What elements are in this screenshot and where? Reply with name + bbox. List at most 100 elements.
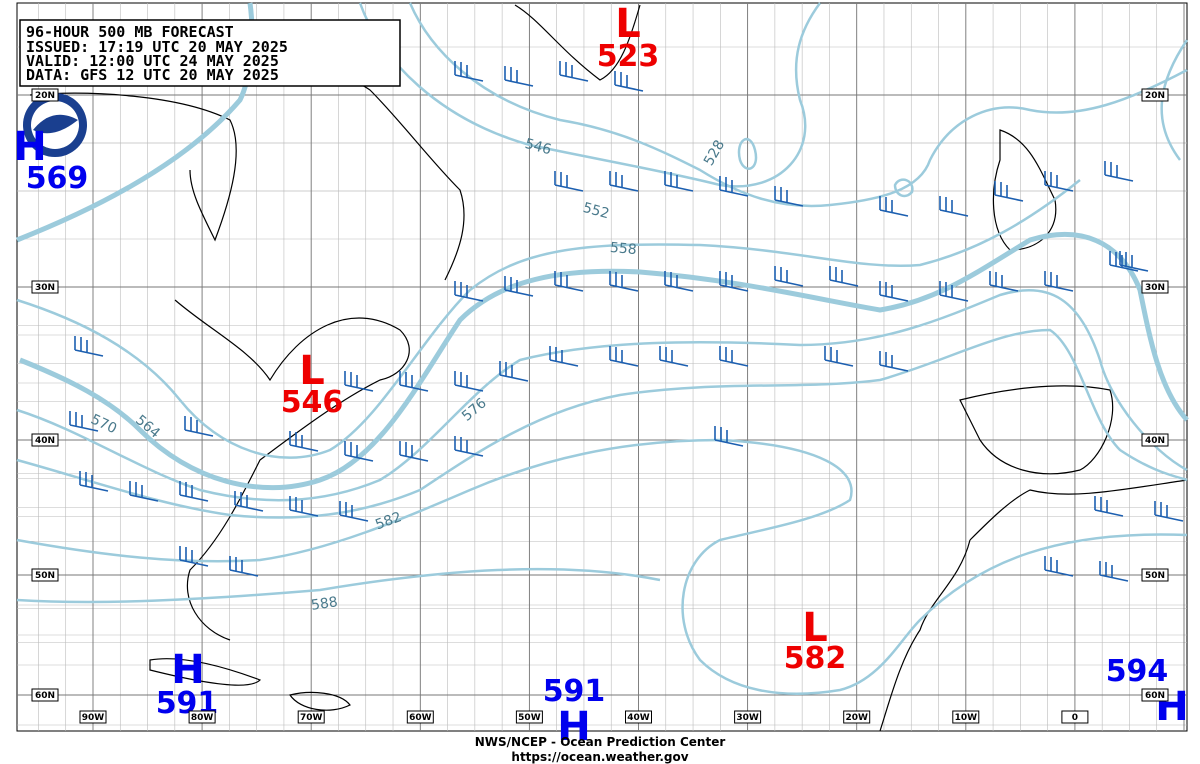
center-value: 569 [26,161,89,196]
wind-barb [939,196,969,217]
header-line: 96-HOUR 500 MB FORECAST [26,23,234,41]
lat-label: 30N [1145,283,1165,293]
lon-label-box [515,710,543,724]
center-value: 591 [543,674,606,709]
lat-label: 30N [35,283,55,293]
wind-barb [344,441,374,462]
wind-barb [879,196,909,217]
wind-barb [289,496,319,517]
wind-barb [454,281,484,302]
wind-barb [1044,171,1074,192]
lat-label-box [31,280,59,294]
contour-label: 546 [523,136,553,158]
wind-barb [879,351,909,372]
lat-label: 20N [35,91,55,101]
lat-label-box [31,568,59,582]
wind-barb [129,481,159,502]
lat-label: 50N [1145,571,1165,581]
wind-barb [499,361,529,382]
wind-barb [399,371,429,392]
lon-label: 50W [518,713,541,723]
lon-label-box [625,710,652,724]
wind-barb [454,436,484,457]
lon-label-box [297,710,325,724]
center-symbol: L [615,1,641,47]
contour-label: 558 [609,240,637,258]
wind-barbs [69,61,1184,582]
wind-barb [69,411,99,432]
wind-barb [554,271,584,292]
wind-barb [454,61,484,82]
contour-label: 552 [581,200,611,222]
map-frame [16,2,1188,732]
center-symbol: H [557,704,590,750]
header-line: ISSUED: 17:19 UTC 20 MAY 2025 [26,38,288,56]
center-symbol: L [802,605,828,651]
wind-barb [989,271,1019,292]
wind-barb [339,501,369,522]
wind-barb [229,556,259,577]
wind-barb [1094,496,1124,517]
wind-barb [504,66,534,87]
lon-label-box [1061,710,1089,724]
wind-barb [939,281,969,302]
wind-barb [609,271,639,292]
wind-barb [879,281,909,302]
wind-barb [664,171,694,192]
lon-label: 20W [845,713,868,723]
lon-label-box [734,710,762,724]
wind-barb [1154,501,1184,522]
wind-barb [79,471,109,492]
lat-label-box [1141,688,1169,702]
wind-barb [829,266,859,287]
wind-barb [74,336,104,357]
wind-barb [559,61,589,82]
lat-label-box [1141,280,1169,294]
wind-barb [609,346,639,367]
header-box [19,19,401,87]
wind-barb [344,371,374,392]
lat-label-box [31,433,59,447]
lat-label: 40N [35,436,55,446]
lat-label-box [1141,88,1169,102]
wind-barb [614,71,644,92]
center-symbol: H [13,124,46,170]
wind-barb [719,176,749,197]
lon-label: 30W [736,713,759,723]
lon-label: 70W [300,713,323,723]
pressure-centers: L 523 L 546 L 582 H 569 H 591 591 H 594 … [13,1,1188,750]
lat-label-box [31,88,59,102]
lat-label-box [31,688,59,702]
wind-barb [664,271,694,292]
center-symbol: H [171,647,204,693]
wind-barb [454,371,484,392]
wind-barb [184,416,214,437]
wind-barb [504,276,534,297]
wind-barb [1109,251,1139,272]
wind-barb [1104,161,1134,182]
lat-label-box [1141,433,1169,447]
wind-barb [1044,556,1074,577]
footer-url: https://ocean.weather.gov [511,750,688,764]
lon-label: 0 [1072,713,1078,723]
graticule [17,3,1187,731]
wind-barb [179,546,209,567]
contours [16,2,1189,695]
footer-agency: NWS/NCEP - Ocean Prediction Center [475,735,726,749]
wind-barb [719,346,749,367]
wind-barb [289,431,319,452]
coordinate-labels: 60N 60N 50N 50N 40N 40N 30N 30N 20N 20N 90W 80W 70W 6… [31,88,1169,724]
wind-barb [399,441,429,462]
lat-label: 60N [35,691,55,701]
lon-label-box [79,710,107,724]
center-value: 523 [597,39,660,74]
header-line: DATA: GFS 12 UTC 20 MAY 2025 [26,66,279,84]
wind-barb [994,181,1024,202]
lon-label-box [406,710,434,724]
lat-label: 50N [35,571,55,581]
center-symbol: L [299,348,325,394]
wind-barb [549,346,579,367]
lon-label: 40W [627,713,650,723]
wind-barb [554,171,584,192]
